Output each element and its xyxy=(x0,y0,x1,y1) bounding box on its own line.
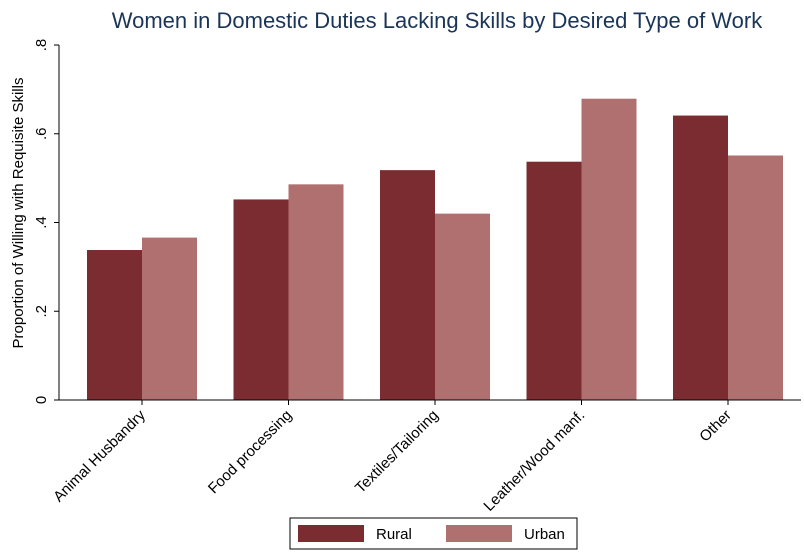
chart-title: Women in Domestic Duties Lacking Skills … xyxy=(112,8,763,33)
x-tick-label: Textiles/Tailoring xyxy=(352,407,442,497)
bar-urban-2 xyxy=(435,213,490,400)
legend-swatch-rural xyxy=(298,525,364,542)
legend-label-urban: Urban xyxy=(524,526,565,543)
bar-urban-1 xyxy=(288,184,344,400)
y-tick-label: .4 xyxy=(33,216,50,229)
x-tick-label: Food processing xyxy=(205,407,295,497)
bar-rural-1 xyxy=(233,199,289,400)
y-axis-label: Proportion of Willing with Requisite Ski… xyxy=(10,78,27,349)
legend: Rural Urban xyxy=(289,517,578,550)
legend-label-rural: Rural xyxy=(376,526,412,543)
y-tick-label: .8 xyxy=(33,39,50,52)
bar-urban-0 xyxy=(142,237,197,400)
legend-swatch-urban xyxy=(446,525,512,542)
x-tick-label: Animal Husbandry xyxy=(50,406,149,505)
y-tick-label: 0 xyxy=(33,396,50,404)
bar-urban-3 xyxy=(581,98,637,400)
y-tick-label: .6 xyxy=(33,127,50,140)
bar-rural-4 xyxy=(673,115,728,401)
bar-rural-3 xyxy=(526,161,582,400)
x-tick-label: Leather/Wood manf. xyxy=(480,407,588,515)
bar-rural-2 xyxy=(380,170,435,400)
bar-rural-0 xyxy=(87,250,142,400)
y-tick-label: .2 xyxy=(33,305,50,318)
bar-urban-4 xyxy=(728,155,783,400)
x-axis: Animal Husbandry Food processing Textiles/… xyxy=(50,399,801,515)
bars-group xyxy=(87,98,783,401)
y-axis: 0 .2 .4 .6 .8 xyxy=(33,39,60,404)
x-tick-label: Other xyxy=(696,407,735,446)
